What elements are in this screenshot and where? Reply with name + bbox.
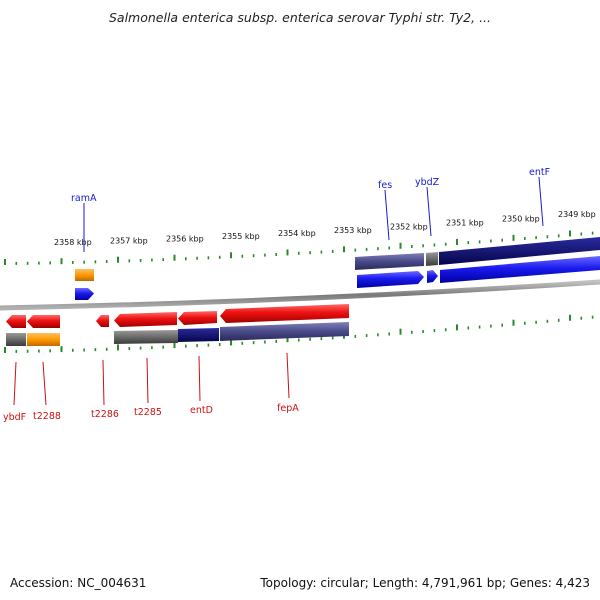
gene-label-t2288[interactable]: t2288 [33, 411, 61, 422]
scale-label: 2353 kbp [334, 226, 372, 235]
gene-label-ybdF[interactable]: ybdF [3, 412, 26, 423]
ybdF-gene[interactable] [6, 315, 26, 328]
t2288-gene[interactable] [27, 315, 60, 328]
chromosome-backbone [0, 279, 600, 311]
scale-label: 2355 kbp [222, 232, 260, 241]
gene-label-entD[interactable]: entD [190, 405, 213, 416]
ybdF-gray-box[interactable] [6, 333, 26, 346]
fepA-gene[interactable] [220, 304, 349, 323]
map-title: Salmonella enterica subsp. enterica sero… [108, 10, 492, 25]
scale-label: 2350 kbp [502, 214, 540, 223]
gene-label-fes[interactable]: fes [378, 180, 392, 191]
t2288-orange-box[interactable] [27, 333, 60, 346]
entD-navy-box[interactable] [178, 328, 219, 342]
entF-navy-box[interactable] [439, 237, 600, 265]
gene-label-ybdZ[interactable]: ybdZ [415, 177, 440, 188]
gene-label-fepA[interactable]: fepA [277, 403, 299, 414]
t2285-gene[interactable] [114, 312, 177, 327]
top-label-leaders [83, 176, 544, 252]
scale-label: 2349 kbp [558, 210, 596, 219]
gene-label-t2286[interactable]: t2286 [91, 409, 119, 420]
t2286-gene[interactable] [96, 315, 109, 327]
entD-gene[interactable] [178, 311, 217, 325]
fes-slate-box[interactable] [355, 253, 424, 270]
scale-label: 2351 kbp [446, 218, 484, 227]
ramA-orange-box[interactable] [75, 269, 94, 281]
fes-gene[interactable] [357, 271, 424, 288]
t2285-gray-box[interactable] [114, 330, 178, 344]
scale-ticks [4, 230, 594, 353]
scale-label: 2352 kbp [390, 222, 428, 231]
fepA-slate-box[interactable] [220, 322, 349, 341]
genome-stats-text: Topology: circular; Length: 4,791,961 bp… [260, 576, 590, 590]
scale-label: 2356 kbp [166, 234, 204, 243]
gene-label-entF[interactable]: entF [529, 167, 550, 178]
ybdZ-gene[interactable] [427, 270, 438, 283]
lower-track-features [6, 304, 349, 346]
bottom-label-leaders [13, 352, 290, 406]
ramA-gene[interactable] [75, 288, 94, 300]
gene-label-ramA[interactable]: ramA [71, 193, 97, 204]
scale-label: 2358 kbp [54, 238, 92, 247]
ybdZ-gray-box[interactable] [426, 252, 438, 266]
scale-labels: 2358 kbp 2357 kbp 2356 kbp 2355 kbp 2354 kbp… [54, 210, 596, 247]
upper-track-features [75, 237, 600, 300]
gene-label-t2285[interactable]: t2285 [134, 407, 162, 418]
accession-text: Accession: NC_004631 [10, 576, 147, 590]
scale-label: 2354 kbp [278, 229, 316, 238]
scale-label: 2357 kbp [110, 236, 148, 245]
entF-gene[interactable] [440, 256, 600, 283]
